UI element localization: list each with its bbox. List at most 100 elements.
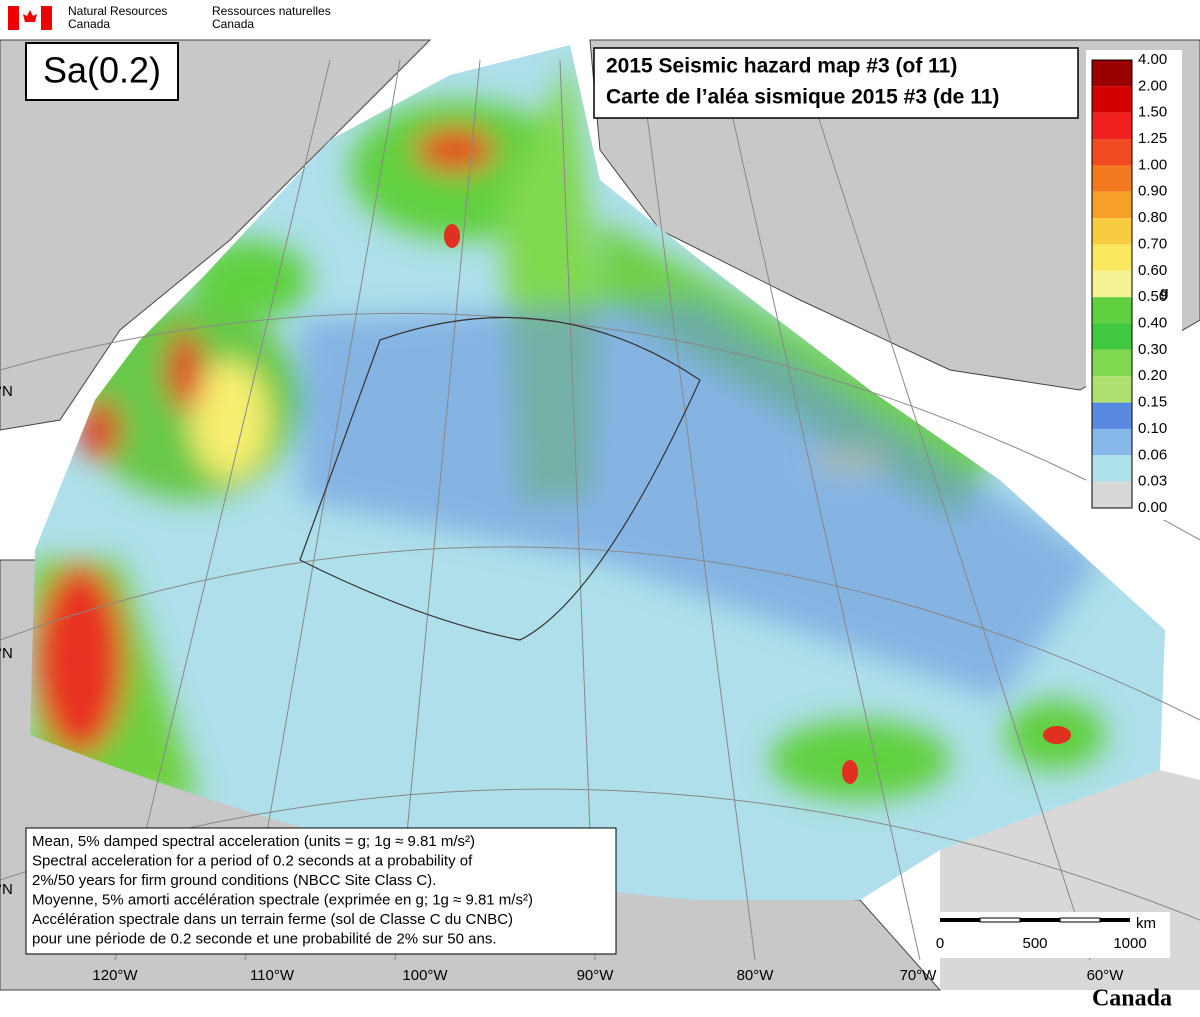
legend-swatch (1092, 112, 1132, 140)
legend-swatch (1092, 218, 1132, 245)
description-line: Accélération spectrale dans un terrain f… (32, 911, 513, 928)
legend-swatch (1092, 428, 1132, 456)
graticule-line (114, 59, 1091, 961)
header-en: Natural Resources (68, 4, 167, 18)
legend-label: 0.15 (1138, 394, 1167, 411)
graticule-line (0, 312, 1200, 541)
coastline (299, 316, 701, 641)
scale-label: 0 (936, 935, 944, 952)
legend-label: 0.90 (1138, 183, 1167, 200)
description-box (25, 827, 617, 955)
land (0, 39, 432, 431)
legend-swatch (1092, 244, 1132, 271)
description-line: Moyenne, 5% amorti accélération spectral… (32, 891, 533, 908)
legend-label: 0.80 (1138, 209, 1167, 226)
legend-label: 0.06 (1138, 446, 1167, 463)
title: 2015 Seismic hazard map #3 (of 11) (606, 55, 957, 78)
title-box (593, 47, 1079, 119)
legend-label: 4.00 (1138, 51, 1167, 68)
legend-frame (1091, 59, 1133, 509)
legend-label: 1.50 (1138, 104, 1167, 121)
legend-swatch (1092, 376, 1132, 403)
graticule-line (0, 546, 1200, 721)
maple-leaf (23, 10, 37, 26)
title: Carte de l’aléa sismique 2015 #3 (de 11) (606, 86, 999, 109)
longitude-label: 120°W (92, 967, 138, 984)
legend-label: 0.03 (1138, 473, 1167, 490)
scale-label: 1000 (1113, 935, 1146, 952)
header-bg (0, 0, 1200, 40)
legend-unit: g (1160, 284, 1169, 300)
description-line: Spectral acceleration for a period of 0.… (32, 852, 473, 869)
longitude-label: 100°W (402, 967, 448, 984)
legend-swatch (1092, 165, 1132, 192)
zone (190, 360, 270, 480)
zone (190, 240, 310, 320)
legend-label: 0.60 (1138, 262, 1167, 279)
description: Mean, 5% damped spectral acceleration (u… (32, 833, 533, 948)
zone (842, 760, 858, 784)
zone (770, 720, 950, 800)
longitude-labels: 120°W 110°W 100°W 90°W 80°W 70°W 60°W (92, 967, 1124, 984)
legend-swatch (1092, 481, 1132, 508)
legend-label: 0.30 (1138, 341, 1167, 358)
legend-label: 0.20 (1138, 367, 1167, 384)
scale-bar (940, 917, 1130, 923)
longitude-label: 80°W (737, 967, 775, 984)
longitude-label: 110°W (250, 967, 295, 984)
longitude-label: 60°W (1087, 967, 1125, 984)
legend-label: 0.70 (1138, 235, 1167, 252)
legend-swatch (1092, 191, 1132, 219)
parameter: Sa(0.2) (43, 50, 161, 91)
description-line: pour une période de 0.2 seconde et une p… (32, 930, 497, 947)
legend-swatch (1092, 60, 1132, 87)
header-en: Canada (68, 17, 110, 31)
scale-segment (1059, 917, 1101, 923)
legend-swatch (1092, 139, 1132, 166)
latitude-label: °N (0, 383, 13, 400)
zone (167, 330, 203, 410)
latitude-label: °N (0, 645, 13, 662)
zone (1043, 726, 1071, 744)
parameter-box (25, 42, 179, 101)
zone (300, 300, 1100, 700)
longitude-label: 90°W (577, 967, 615, 984)
scale-segment (979, 917, 1021, 923)
scale-segment (940, 918, 1130, 922)
legend-label: 1.25 (1138, 130, 1167, 147)
header-fr: Ressources naturelles (212, 4, 331, 18)
header-fr: Canada (212, 17, 254, 31)
legend: 4.00 2.00 1.50 1.25 1.00 0.90 0.80 0.70 0.60 0.50… (1091, 51, 1167, 516)
legend-swatch (1092, 270, 1132, 298)
legend-swatch (1092, 349, 1132, 377)
graticule (0, 59, 1200, 961)
description-line: 2%/50 years for firm ground conditions (… (32, 872, 436, 889)
wordmark: Canada (1092, 986, 1172, 1012)
scale-unit: km (1136, 915, 1156, 932)
legend-label: 0.00 (1138, 499, 1167, 516)
legend-label: 0.40 (1138, 314, 1167, 331)
legend-label: 0.10 (1138, 420, 1167, 437)
legend-label: 2.00 (1138, 77, 1167, 94)
longitude-label: 70°W (900, 967, 938, 984)
zone (35, 565, 125, 755)
description-line: Mean, 5% damped spectral acceleration (u… (32, 833, 475, 850)
land (589, 39, 1200, 391)
scale-labels: 0 500 1000 (936, 935, 1147, 952)
scale-label: 500 (1022, 935, 1047, 952)
legend-label: 0.50 (1138, 288, 1167, 305)
zone (80, 400, 120, 460)
flag-bar (8, 6, 19, 30)
zone (415, 128, 495, 172)
latitude-labels: °N °N °N (0, 383, 13, 898)
legend-swatch (1092, 323, 1132, 350)
flag-bar (41, 6, 52, 30)
latitude-label: °N (0, 881, 13, 898)
legend-swatch (1092, 297, 1132, 324)
legend-swatch (1092, 455, 1132, 482)
legend-swatch (1092, 402, 1132, 429)
legend-swatch (1092, 86, 1132, 113)
zone (444, 224, 460, 248)
legend-label: 1.00 (1138, 156, 1167, 173)
